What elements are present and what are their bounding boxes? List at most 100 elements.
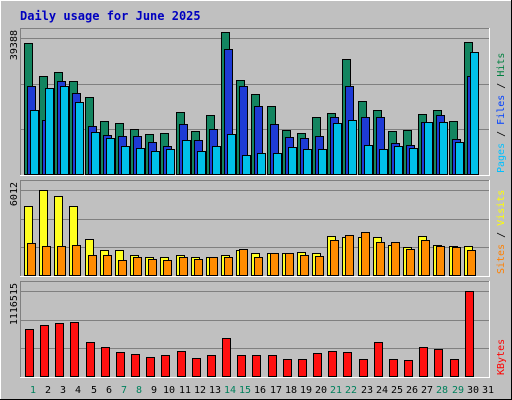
bar xyxy=(88,255,97,276)
bar xyxy=(419,347,428,377)
bar xyxy=(330,240,339,276)
bar xyxy=(467,250,476,276)
x-tick-label: 17 xyxy=(270,385,282,396)
bar xyxy=(146,357,155,377)
x-tick-label: 26 xyxy=(406,385,418,396)
x-tick-label: 15 xyxy=(239,385,251,396)
bar xyxy=(270,253,279,276)
bar xyxy=(348,120,357,175)
bar xyxy=(60,86,69,175)
bar xyxy=(409,148,418,175)
bar xyxy=(406,249,415,276)
bar xyxy=(42,246,51,276)
bar xyxy=(25,329,34,377)
series-pages xyxy=(30,52,479,175)
panel-hits-files-pages: 39388 Pages / Files / Hits xyxy=(9,28,507,176)
x-tick-label: 28 xyxy=(436,385,448,396)
x-tick-label: 29 xyxy=(452,385,464,396)
x-tick-label: 21 xyxy=(330,385,342,396)
bar xyxy=(86,342,95,377)
bar xyxy=(209,257,218,276)
bar xyxy=(273,153,282,175)
x-tick-label: 13 xyxy=(209,385,221,396)
x-tick-label: 16 xyxy=(254,385,266,396)
x-tick-label: 1 xyxy=(30,385,36,396)
bar xyxy=(283,359,292,377)
legend-separator: / xyxy=(496,125,507,143)
bar xyxy=(252,355,261,377)
bar xyxy=(345,235,354,276)
bar xyxy=(136,148,145,175)
x-tick-label: 7 xyxy=(121,385,127,396)
series-sites xyxy=(27,232,476,276)
y-max-label: 39388 xyxy=(9,30,20,60)
legend-entry: KBytes xyxy=(496,339,507,375)
legend-entry: Sites xyxy=(496,244,507,274)
panel-visits-sites: 6012 Sites / Visits xyxy=(9,180,507,277)
bar xyxy=(394,146,403,175)
legend: KBytes xyxy=(496,339,507,375)
gridlines xyxy=(21,291,489,349)
series-kbytes xyxy=(25,291,474,377)
x-tick-label: 12 xyxy=(194,385,206,396)
bar xyxy=(212,146,221,175)
bar xyxy=(361,232,370,276)
x-tick-label: 25 xyxy=(391,385,403,396)
bar xyxy=(439,122,448,175)
bar xyxy=(364,145,373,175)
bar xyxy=(315,256,324,276)
legend: Pages / Files / Hits xyxy=(496,53,507,173)
bar xyxy=(118,260,127,276)
bar xyxy=(166,149,175,175)
bar xyxy=(450,359,459,377)
bar xyxy=(257,153,266,175)
x-tick-label: 22 xyxy=(345,385,357,396)
bar xyxy=(148,259,157,276)
bar xyxy=(343,352,352,377)
y-max-label: 1116515 xyxy=(9,283,20,325)
bar xyxy=(470,52,479,175)
bar xyxy=(55,323,64,377)
bar xyxy=(121,146,130,175)
bar xyxy=(242,155,251,175)
bar xyxy=(389,359,398,377)
bar xyxy=(421,240,430,276)
x-tick-label: 18 xyxy=(285,385,297,396)
x-tick-label: 9 xyxy=(151,385,157,396)
bar xyxy=(40,325,49,377)
bar xyxy=(45,88,54,175)
bar xyxy=(227,134,236,175)
bar xyxy=(318,149,327,175)
x-tick-label: 10 xyxy=(163,385,175,396)
x-tick-label: 11 xyxy=(179,385,191,396)
x-tick-label: 4 xyxy=(75,385,81,396)
bar xyxy=(179,257,188,276)
legend: Sites / Visits xyxy=(496,190,507,274)
bar xyxy=(379,149,388,175)
bar xyxy=(101,347,110,377)
x-tick-label: 31 xyxy=(482,385,494,396)
bar xyxy=(27,243,36,276)
bar xyxy=(57,246,66,276)
legend-entry: Pages xyxy=(496,143,507,173)
bar xyxy=(303,149,312,175)
bar xyxy=(285,253,294,276)
bar xyxy=(30,110,39,175)
bar xyxy=(298,359,307,377)
bar xyxy=(106,138,115,175)
legend-separator: / xyxy=(496,226,507,244)
x-tick-label: 2 xyxy=(45,385,51,396)
legend-entry: Visits xyxy=(496,190,507,226)
bar xyxy=(207,355,216,377)
bar xyxy=(75,102,84,175)
bar xyxy=(268,355,277,377)
bar xyxy=(182,140,191,175)
bar xyxy=(72,245,81,276)
x-axis-labels: 1 2 3 4 5 6 7 8 9 10 11 12 13 14 15 16 17 18 19 20 21 22 23 24 2… xyxy=(30,385,494,396)
legend-entry: Hits xyxy=(496,53,507,77)
chart-panels: 39388 Pages / Files / Hits 6012 Sites / Vis… xyxy=(9,28,507,378)
bar xyxy=(91,132,100,175)
bar xyxy=(103,255,112,276)
bar xyxy=(116,352,125,377)
